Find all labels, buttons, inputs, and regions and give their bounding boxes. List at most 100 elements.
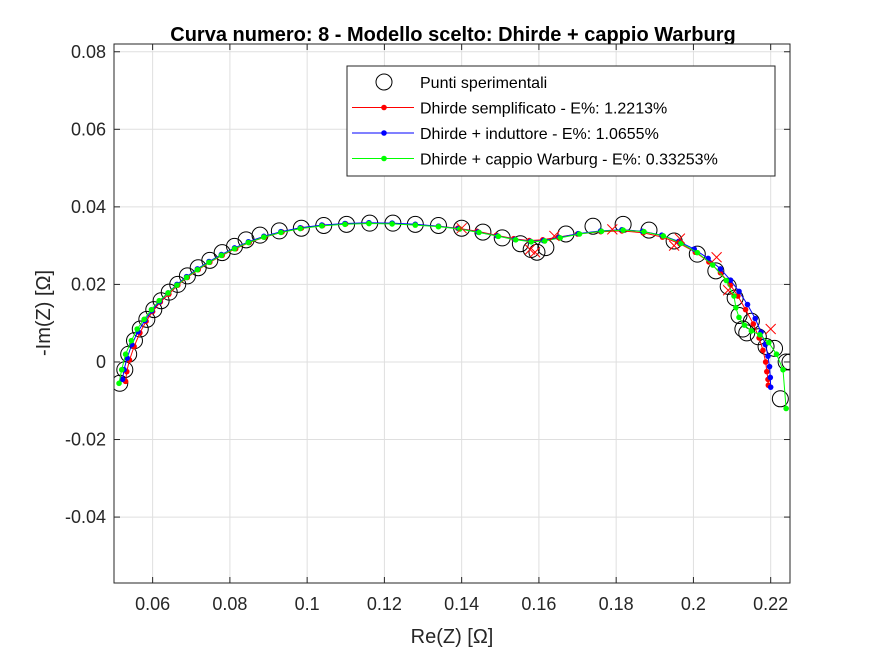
model-point xyxy=(141,316,147,323)
model-point xyxy=(709,262,716,268)
model-point xyxy=(750,321,757,327)
model-point xyxy=(342,221,348,228)
model-point xyxy=(717,266,724,272)
model-point xyxy=(733,304,739,311)
model-point xyxy=(660,233,667,239)
model-point xyxy=(116,380,122,387)
series-group xyxy=(114,214,790,412)
y-tick-label: -0.02 xyxy=(65,430,106,450)
legend-item: Dhirde + cappio Warburg - E%: 0.33253% xyxy=(352,152,718,169)
rejected-point-x xyxy=(668,240,680,251)
model-point xyxy=(319,223,325,229)
y-tick-label: -0.04 xyxy=(65,507,106,527)
model-point xyxy=(512,237,519,243)
model-point xyxy=(767,384,774,390)
rejected-points xyxy=(456,222,777,335)
model-point xyxy=(148,306,155,313)
model-point xyxy=(412,222,419,228)
model-point xyxy=(748,328,755,334)
model-point xyxy=(261,234,267,240)
model-point xyxy=(183,274,190,281)
x-stroke xyxy=(606,224,618,235)
series-3 xyxy=(116,220,789,412)
y-tick-label: 0.06 xyxy=(71,119,106,139)
experimental-point xyxy=(511,235,529,253)
x-tick-label: 0.2 xyxy=(681,594,706,614)
model-point xyxy=(541,238,548,244)
model-point xyxy=(762,359,769,365)
model-point xyxy=(134,326,140,332)
x-stroke xyxy=(456,222,468,234)
model-point xyxy=(366,220,372,227)
x-stroke xyxy=(674,233,686,245)
legend-item: Dhirde semplificato - E%: 1.2213% xyxy=(352,101,667,118)
x-axis-ticks: 0.06 0.08 0.1 0.12 0.14 0.16 0.18 0.2 0.22 xyxy=(135,44,788,614)
model-point xyxy=(456,226,463,232)
model-point xyxy=(723,277,730,284)
model-point xyxy=(435,223,442,230)
x-axis-label: Re(Z) [Ω] xyxy=(411,626,494,648)
y-axis-ticks: -0.04 -0.02 0 0.02 0.04 0.06 0.08 xyxy=(65,42,790,527)
series-0 xyxy=(114,214,790,408)
model-point xyxy=(620,227,626,233)
x-tick-label: 0.1 xyxy=(295,594,320,614)
model-point xyxy=(694,249,701,256)
model-point xyxy=(218,252,225,259)
model-point xyxy=(735,293,741,299)
x-stroke xyxy=(711,251,722,263)
legend-label: Dhirde + cappio Warburg - E%: 0.33253% xyxy=(420,152,718,169)
model-point xyxy=(245,239,252,246)
rejected-point-x xyxy=(765,323,777,335)
x-tick-label: 0.14 xyxy=(444,594,479,614)
model-point xyxy=(165,290,171,296)
x-tick-label: 0.06 xyxy=(135,594,170,614)
experimental-point xyxy=(730,306,748,324)
experimental-point xyxy=(781,353,790,371)
rejected-point-x xyxy=(722,284,734,296)
y-axis-label: -Im(Z) [Ω] xyxy=(33,270,55,356)
model-point xyxy=(742,306,749,313)
model-point xyxy=(118,366,125,373)
model-point xyxy=(576,231,583,237)
model-point xyxy=(495,233,502,240)
model-point xyxy=(752,315,759,322)
experimental-point xyxy=(131,320,149,338)
chart-title: Curva numero: 8 - Modello scelto: Dhirde… xyxy=(170,24,735,46)
model-point xyxy=(389,221,395,227)
model-point xyxy=(297,225,303,232)
model-point xyxy=(783,405,789,412)
experimental-point xyxy=(114,374,129,392)
legend-label: Punti sperimentali xyxy=(420,75,547,92)
rejected-point-x xyxy=(529,246,541,258)
legend-marker xyxy=(375,73,393,91)
x-stroke xyxy=(529,246,541,258)
model-point xyxy=(741,322,748,328)
model-point xyxy=(528,238,534,245)
legend-label: Dhirde semplificato - E%: 1.2213% xyxy=(420,101,667,118)
rejected-point-x xyxy=(524,244,536,255)
rejected-point-x xyxy=(711,251,722,263)
x-stroke xyxy=(722,284,734,296)
x-tick-label: 0.16 xyxy=(521,594,556,614)
model-point xyxy=(773,351,780,358)
model-point xyxy=(174,282,180,288)
experimental-point xyxy=(145,301,163,319)
y-tick-label: 0 xyxy=(96,352,106,372)
x-tick-label: 0.08 xyxy=(212,594,247,614)
experimental-point xyxy=(777,353,790,371)
model-point xyxy=(766,363,773,370)
rejected-point-x xyxy=(549,230,560,242)
model-point xyxy=(717,269,724,276)
plot-border xyxy=(113,43,791,584)
model-point xyxy=(119,376,126,383)
model-point xyxy=(156,297,162,304)
legend-marker xyxy=(381,104,387,111)
model-point xyxy=(122,351,129,358)
experimental-point xyxy=(584,217,602,235)
model-point xyxy=(765,353,771,359)
model-point xyxy=(764,368,770,375)
experimental-point xyxy=(771,390,789,408)
experimental-point xyxy=(688,245,706,263)
